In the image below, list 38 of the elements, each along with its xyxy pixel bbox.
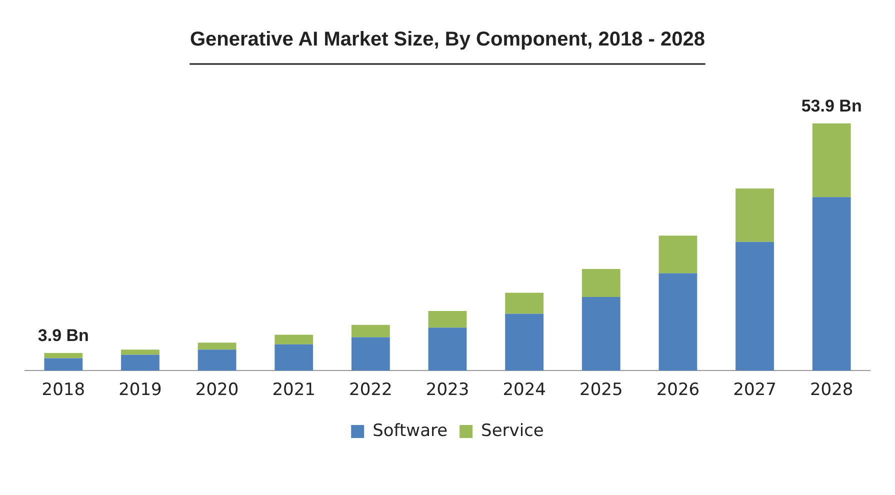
bar: [658, 236, 698, 274]
x-tick-label: 2019: [118, 380, 162, 400]
bar: [351, 337, 390, 371]
legend-label: Service: [481, 420, 544, 441]
annotation: 3.9 Bn: [38, 326, 89, 346]
bar: [582, 296, 620, 371]
bar: [198, 350, 236, 371]
bar: [274, 344, 314, 371]
bar: [44, 353, 83, 358]
bar: [428, 311, 467, 328]
x-tick-label: 2018: [42, 380, 86, 400]
bar: [44, 358, 83, 371]
bar: [121, 350, 160, 355]
bar: [812, 123, 851, 198]
bar: [736, 188, 774, 242]
bar: [351, 324, 390, 338]
x-tick-label: 2021: [272, 380, 316, 400]
x-tick-label: 2023: [426, 380, 470, 400]
chart-title: Generative AI Market Size, By Component, 2018 - 2028: [190, 28, 706, 51]
bar: [812, 197, 851, 371]
x-tick-label: 2022: [349, 380, 392, 400]
bar: [505, 292, 544, 314]
bar: [121, 354, 160, 371]
bar: [505, 314, 544, 371]
bar: [582, 269, 620, 297]
bar: [428, 328, 467, 371]
bar: [736, 242, 774, 371]
legend-label: Software: [372, 420, 448, 441]
bar: [274, 334, 314, 344]
x-tick-label: 2027: [733, 380, 776, 400]
x-tick-label: 2025: [580, 380, 623, 400]
x-tick-label: 2028: [810, 380, 854, 400]
annotation: 53.9 Bn: [801, 96, 862, 116]
bar: [658, 273, 698, 371]
x-tick-label: 2026: [656, 380, 700, 400]
x-tick-label: 2024: [502, 380, 546, 400]
x-tick-label: 2020: [195, 380, 239, 400]
bar: [198, 342, 236, 350]
